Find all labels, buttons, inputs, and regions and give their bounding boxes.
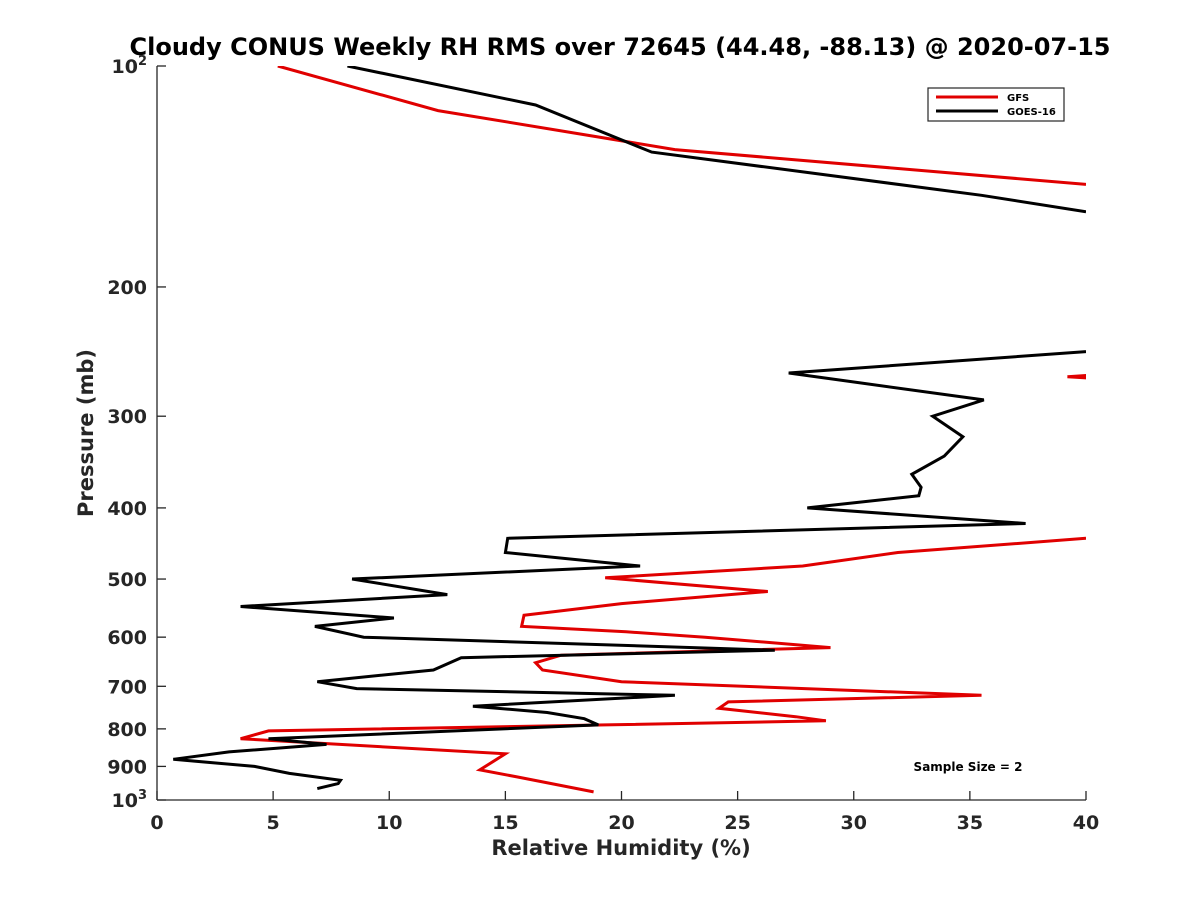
y-tick-label-500: 500 <box>107 569 147 591</box>
x-tick-label-30: 30 <box>841 812 867 834</box>
x-tick-label-15: 15 <box>492 812 518 834</box>
y-axis-label: Pressure (mb) <box>74 349 98 517</box>
y-tick-label-200: 200 <box>107 277 147 299</box>
series-line-gfs-1 <box>277 66 1086 186</box>
y-tick-label-700: 700 <box>107 676 147 698</box>
y-tick-label-800: 800 <box>107 719 147 741</box>
legend: GFS GOES-16 <box>927 87 1065 122</box>
series-line-gfs-2 <box>1067 373 1086 380</box>
x-tick-label-20: 20 <box>608 812 634 834</box>
x-tick-label-40: 40 <box>1073 812 1099 834</box>
plot-series-layer <box>173 66 1086 794</box>
y-tick-label-600: 600 <box>107 627 147 649</box>
legend-label-goes-16: GOES-16 <box>1007 107 1056 118</box>
y-tick-label-300: 300 <box>107 406 147 428</box>
legend-box <box>927 87 1065 122</box>
x-tick-label-10: 10 <box>376 812 402 834</box>
y-tick-label-100: 102 <box>112 54 148 78</box>
x-tick-label-25: 25 <box>724 812 750 834</box>
x-tick-label-35: 35 <box>957 812 983 834</box>
x-tick-label-5: 5 <box>267 812 280 834</box>
axes-layer: 0 5 10 15 20 25 30 35 40 102 200 300 400 500 600 700 800… <box>107 54 1099 834</box>
y-tick-label-400: 400 <box>107 498 147 520</box>
chart-title: Cloudy CONUS Weekly RH RMS over 72645 (4… <box>130 33 1111 61</box>
x-axis-label: Relative Humidity (%) <box>491 836 750 860</box>
y-tick-label-1000: 103 <box>112 788 148 812</box>
y-tick-label-900: 900 <box>107 756 147 778</box>
series-line-goes-16-2 <box>173 350 1086 791</box>
sample-size-annotation: Sample Size = 2 <box>914 760 1023 774</box>
legend-label-gfs: GFS <box>1007 93 1029 104</box>
x-tick-label-0: 0 <box>150 812 163 834</box>
series-line-gfs-3 <box>240 536 1086 794</box>
series-line-goes-16-1 <box>347 66 1086 214</box>
